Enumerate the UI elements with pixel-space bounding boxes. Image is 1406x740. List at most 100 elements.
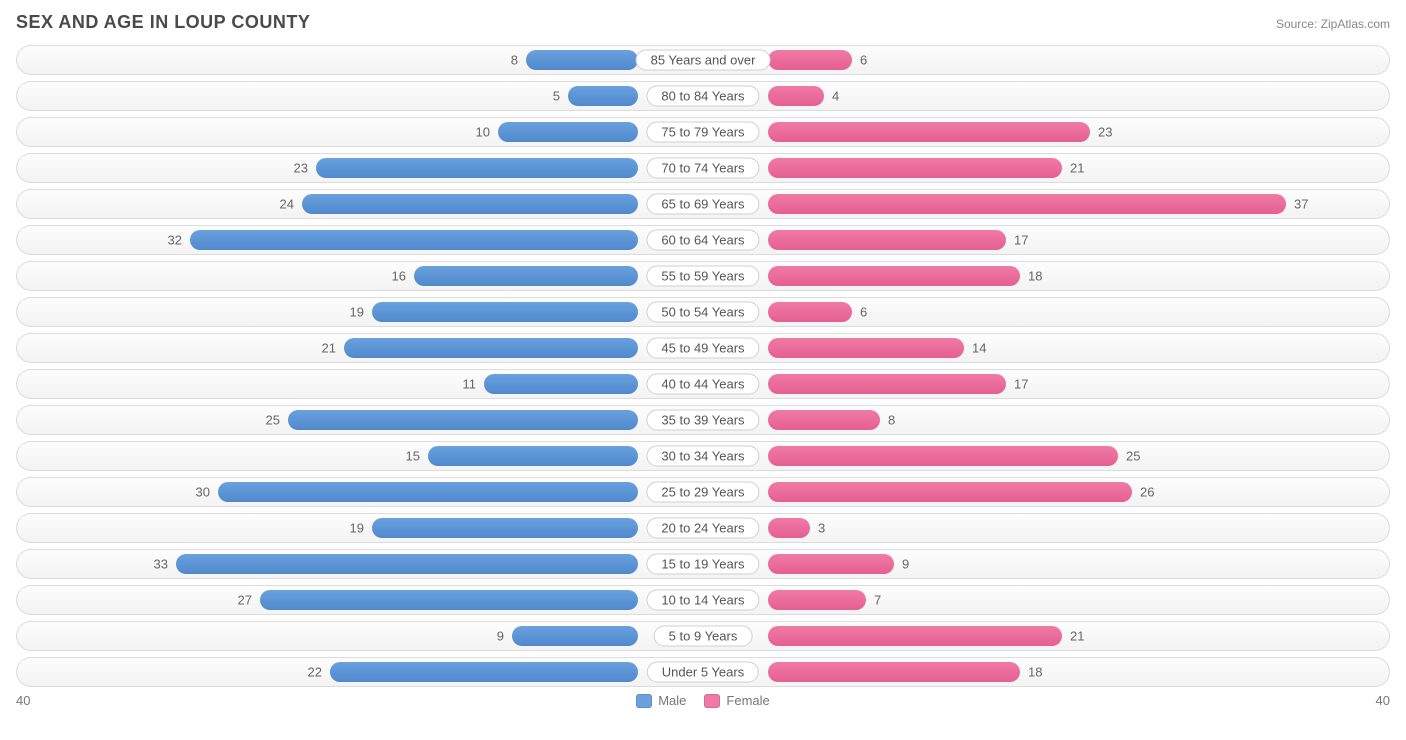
bar-male xyxy=(302,194,638,214)
value-label-male: 27 xyxy=(238,593,252,608)
chart-row: 25835 to 39 Years xyxy=(16,405,1390,435)
bar-female xyxy=(768,554,894,574)
bar-female xyxy=(768,410,880,430)
bar-male xyxy=(414,266,638,286)
chart-row: 32 17 60 to 64 Years xyxy=(16,225,1390,255)
legend-label-male: Male xyxy=(658,693,686,708)
age-group-label: 5 to 9 Years xyxy=(654,626,753,647)
value-label-male: 19 xyxy=(350,305,364,320)
age-group-label: 50 to 54 Years xyxy=(646,302,759,323)
value-label-female: 25 xyxy=(1126,449,1140,464)
chart-row: 19 6 50 to 54 Years xyxy=(16,297,1390,327)
bar-female xyxy=(768,590,866,610)
bar-male xyxy=(260,590,638,610)
value-label-female: 4 xyxy=(832,89,839,104)
age-group-label: 20 to 24 Years xyxy=(646,518,759,539)
bar-female xyxy=(768,86,824,106)
bar-female xyxy=(768,662,1020,682)
value-label-male: 24 xyxy=(280,197,294,212)
value-label-female: 26 xyxy=(1140,485,1154,500)
value-label-male: 30 xyxy=(196,485,210,500)
chart-row: 8685 Years and over xyxy=(16,45,1390,75)
bar-female xyxy=(768,230,1006,250)
age-group-label: 60 to 64 Years xyxy=(646,230,759,251)
value-label-male: 16 xyxy=(392,269,406,284)
chart-source: Source: ZipAtlas.com xyxy=(1276,17,1390,31)
value-label-male: 11 xyxy=(463,377,477,392)
chart-row: 22 18 Under 5 Years xyxy=(16,657,1390,687)
bar-female xyxy=(768,338,964,358)
legend: Male Female xyxy=(636,693,770,708)
chart-area: 8685 Years and over5480 to 84 Years10237… xyxy=(16,45,1390,687)
bar-male xyxy=(568,86,638,106)
value-label-male: 15 xyxy=(406,449,420,464)
age-group-label: 30 to 34 Years xyxy=(646,446,759,467)
bar-female xyxy=(768,302,852,322)
value-label-female: 6 xyxy=(860,305,867,320)
chart-row: 102375 to 79 Years xyxy=(16,117,1390,147)
age-group-label: 45 to 49 Years xyxy=(646,338,759,359)
value-label-male: 19 xyxy=(350,521,364,536)
bar-male xyxy=(288,410,638,430)
chart-row: 27710 to 14 Years xyxy=(16,585,1390,615)
bar-male xyxy=(218,482,638,502)
value-label-female: 7 xyxy=(874,593,881,608)
bar-male xyxy=(372,302,638,322)
axis-max-left: 40 xyxy=(16,693,30,708)
value-label-male: 8 xyxy=(511,53,518,68)
chart-header: SEX AND AGE IN LOUP COUNTY Source: ZipAt… xyxy=(16,12,1390,33)
bar-female xyxy=(768,446,1118,466)
chart-row: 111740 to 44 Years xyxy=(16,369,1390,399)
bar-male xyxy=(512,626,638,646)
age-group-label: 65 to 69 Years xyxy=(646,194,759,215)
value-label-female: 21 xyxy=(1070,161,1084,176)
age-group-label: 85 Years and over xyxy=(636,50,771,71)
bar-female xyxy=(768,482,1132,502)
value-label-male: 10 xyxy=(476,125,490,140)
value-label-female: 9 xyxy=(902,557,909,572)
legend-item-female: Female xyxy=(704,693,769,708)
chart-row: 15 25 30 to 34 Years xyxy=(16,441,1390,471)
value-label-female: 17 xyxy=(1014,233,1028,248)
bar-male xyxy=(344,338,638,358)
age-group-label: 15 to 19 Years xyxy=(646,554,759,575)
value-label-male: 9 xyxy=(497,629,504,644)
legend-swatch-female xyxy=(704,694,720,708)
chart-row: 302625 to 29 Years xyxy=(16,477,1390,507)
value-label-female: 18 xyxy=(1028,665,1042,680)
value-label-male: 23 xyxy=(294,161,308,176)
bar-male xyxy=(526,50,638,70)
bar-male xyxy=(428,446,638,466)
value-label-male: 21 xyxy=(322,341,336,356)
chart-row: 19 3 20 to 24 Years xyxy=(16,513,1390,543)
bar-male xyxy=(484,374,638,394)
chart-row: 211445 to 49 Years xyxy=(16,333,1390,363)
bar-male xyxy=(498,122,638,142)
legend-item-male: Male xyxy=(636,693,686,708)
chart-row: 5 4 80 to 84 Years xyxy=(16,81,1390,111)
bar-male xyxy=(372,518,638,538)
bar-female xyxy=(768,374,1006,394)
age-group-label: 80 to 84 Years xyxy=(646,86,759,107)
legend-label-female: Female xyxy=(726,693,769,708)
value-label-male: 25 xyxy=(266,413,280,428)
bar-female xyxy=(768,518,810,538)
value-label-male: 32 xyxy=(168,233,182,248)
bar-female xyxy=(768,50,852,70)
bar-female xyxy=(768,626,1062,646)
chart-title: SEX AND AGE IN LOUP COUNTY xyxy=(16,12,310,33)
bar-male xyxy=(330,662,638,682)
age-group-label: Under 5 Years xyxy=(647,662,759,683)
chart-row: 9215 to 9 Years xyxy=(16,621,1390,651)
axis-max-right: 40 xyxy=(1376,693,1390,708)
value-label-female: 3 xyxy=(818,521,825,536)
age-group-label: 75 to 79 Years xyxy=(646,122,759,143)
bar-female xyxy=(768,158,1062,178)
value-label-male: 33 xyxy=(154,557,168,572)
age-group-label: 55 to 59 Years xyxy=(646,266,759,287)
chart-row: 232170 to 74 Years xyxy=(16,153,1390,183)
value-label-male: 5 xyxy=(553,89,560,104)
bar-female xyxy=(768,122,1090,142)
value-label-male: 22 xyxy=(308,665,322,680)
value-label-female: 17 xyxy=(1014,377,1028,392)
